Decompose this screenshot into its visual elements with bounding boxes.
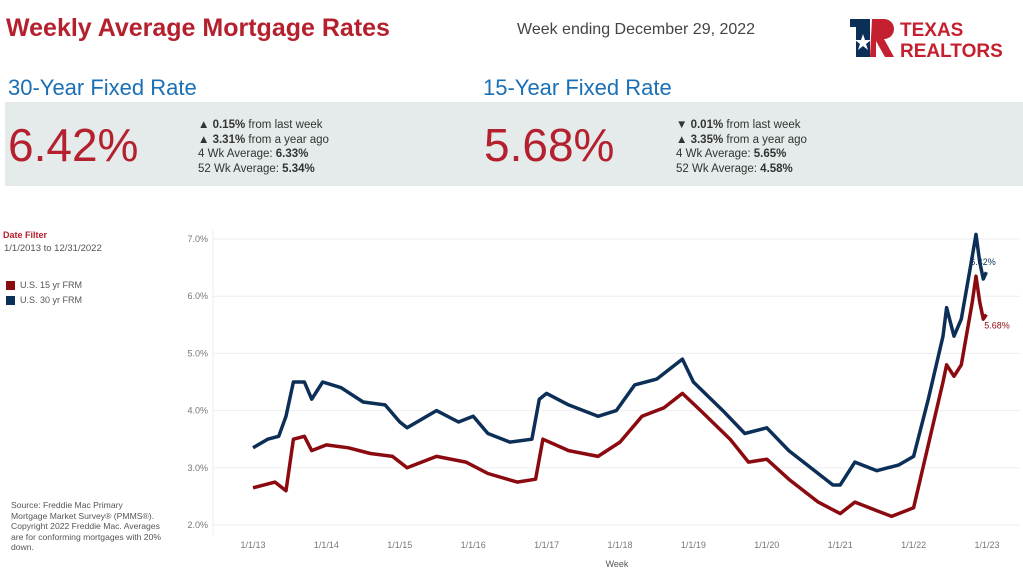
section-15yr-title: 15-Year Fixed Rate — [483, 75, 672, 100]
x-tick-label: 1/1/21 — [828, 540, 853, 550]
texas-realtors-logo: TEXAS REALTORS — [850, 19, 1003, 62]
rate-15yr: 5.68% — [484, 119, 615, 171]
x-tick-label: 1/1/16 — [461, 540, 486, 550]
x-tick-label: 1/1/15 — [387, 540, 412, 550]
series-line-15yr — [252, 274, 988, 519]
end-value-label: 6.42% — [970, 257, 996, 267]
y-tick-label: 4.0% — [187, 406, 208, 416]
legend-item-15yr[interactable]: U.S. 15 yr FRM — [6, 280, 82, 290]
y-tick-label: 3.0% — [187, 463, 208, 473]
end-value-label: 5.68% — [984, 321, 1010, 331]
x-tick-label: 1/1/20 — [754, 540, 779, 550]
y-tick-label: 6.0% — [187, 291, 208, 301]
y-tick-label: 7.0% — [187, 234, 208, 244]
legend-item-30yr[interactable]: U.S. 30 yr FRM — [6, 295, 82, 305]
date-filter-label: Date Filter — [3, 230, 48, 240]
x-tick-label: 1/1/19 — [681, 540, 706, 550]
x-tick-label: 1/1/18 — [607, 540, 632, 550]
stats-15yr: ▼ 0.01% from last week ▲ 3.35% from a ye… — [676, 119, 807, 175]
x-tick-label: 1/1/22 — [901, 540, 926, 550]
x-tick-label: 1/1/13 — [240, 540, 265, 550]
date-filter-value[interactable]: 1/1/2013 to 12/31/2022 — [4, 243, 102, 254]
rates-summary-band — [5, 102, 1023, 186]
rate-30yr: 6.42% — [8, 119, 139, 171]
legend-swatch — [6, 295, 15, 305]
week-ending: Week ending December 29, 2022 — [517, 21, 756, 38]
page-title: Weekly Average Mortgage Rates — [6, 14, 390, 42]
x-tick-label: 1/1/14 — [314, 540, 339, 550]
svg-text:TEXAS: TEXAS — [900, 20, 963, 41]
stats-30yr: ▲ 0.15% from last week ▲ 3.31% from a ye… — [198, 119, 329, 175]
x-tick-label: 1/1/17 — [534, 540, 559, 550]
legend-label: U.S. 30 yr FRM — [20, 295, 83, 305]
legend-swatch — [6, 280, 15, 290]
y-tick-label: 2.0% — [187, 520, 208, 530]
legend-label: U.S. 15 yr FRM — [20, 280, 83, 290]
svg-text:REALTORS: REALTORS — [900, 41, 1003, 62]
series-line-30yr — [252, 232, 988, 487]
x-axis-title: Week — [606, 559, 629, 569]
source-note: Source: Freddie Mac Primary Mortgage Mar… — [11, 500, 161, 553]
y-tick-label: 5.0% — [187, 348, 208, 358]
x-tick-label: 1/1/23 — [974, 540, 999, 550]
section-30yr-title: 30-Year Fixed Rate — [8, 75, 197, 100]
